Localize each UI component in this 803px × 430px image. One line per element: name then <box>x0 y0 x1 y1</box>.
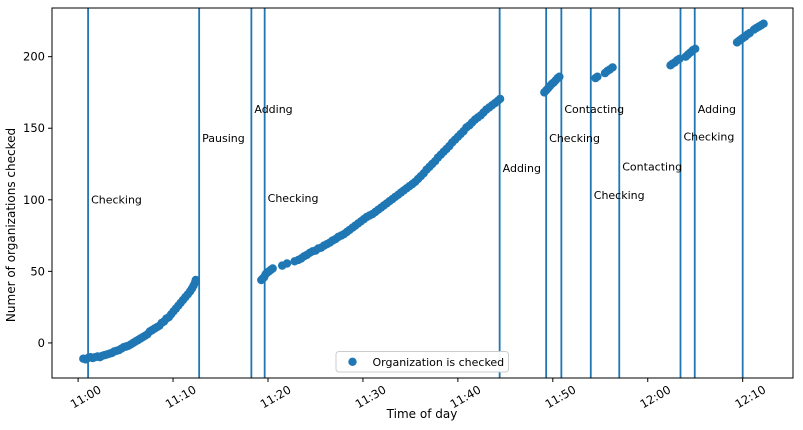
event-label: Adding <box>503 162 541 175</box>
scatter-point <box>593 72 602 81</box>
scatter-point <box>608 63 617 72</box>
event-label: Checking <box>91 193 142 206</box>
event-label: Contacting <box>564 103 624 116</box>
event-labels-layer: Checking Pausing Adding Checking Adding Check… <box>91 103 736 206</box>
x-tick-label: 11:30 <box>353 382 389 411</box>
event-label: Adding <box>698 103 736 116</box>
y-axis-label: Numer of organizations checked <box>4 128 18 322</box>
scatter-point <box>495 94 505 104</box>
x-axis-label: Time of day <box>386 407 458 421</box>
event-label: Checking <box>683 130 734 143</box>
scatter-point <box>759 19 768 28</box>
event-label: Pausing <box>202 132 245 145</box>
y-tick-label: 0 <box>38 336 45 350</box>
event-label: Contacting <box>622 160 682 173</box>
plot-area-border <box>51 7 794 379</box>
plot-background <box>52 8 793 378</box>
scatter-point <box>191 275 200 285</box>
legend-label: Organization is checked <box>373 356 505 369</box>
x-tick-label: 11:20 <box>258 382 294 411</box>
event-label: Adding <box>254 103 292 116</box>
event-label: Checking <box>549 132 600 145</box>
legend-marker-icon <box>348 357 357 366</box>
y-tick-label: 100 <box>23 193 45 207</box>
y-tick-label: 50 <box>30 264 45 278</box>
scatter-point <box>282 259 292 268</box>
legend: Organization is checked <box>335 351 509 373</box>
legend-box <box>335 351 509 373</box>
y-tick-label: 150 <box>23 121 45 135</box>
x-tick-label: 12:10 <box>732 382 768 411</box>
scatter-point <box>555 72 564 81</box>
scatter-points-layer <box>79 19 768 364</box>
y-axis: 0 50 100 150 200 <box>23 50 52 350</box>
scatter-point <box>268 264 277 273</box>
x-tick-label: 11:00 <box>68 382 104 411</box>
x-tick-label: 11:50 <box>543 382 579 411</box>
event-label: Checking <box>268 192 319 205</box>
x-tick-label: 11:10 <box>163 382 199 411</box>
scatter-point <box>691 44 700 53</box>
y-tick-label: 200 <box>23 50 45 64</box>
event-lines-layer <box>87 8 744 378</box>
x-tick-label: 12:00 <box>638 382 674 411</box>
event-label: Checking <box>594 189 645 202</box>
